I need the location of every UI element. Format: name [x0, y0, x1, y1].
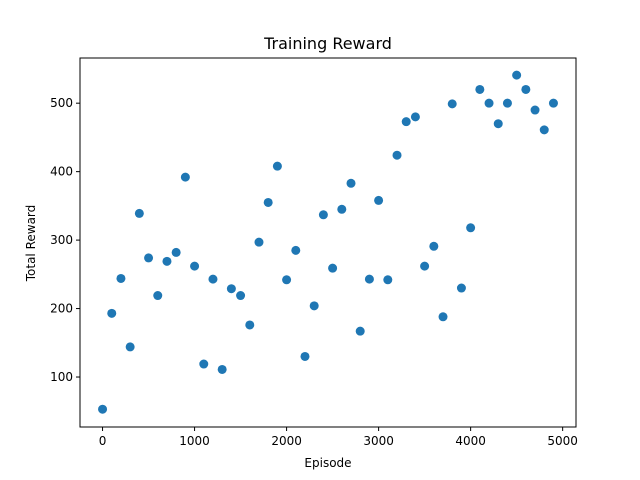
y-tick-label: 500 — [50, 96, 73, 110]
data-point — [272, 161, 282, 171]
x-tick-label: 4000 — [455, 434, 486, 448]
data-point — [171, 247, 181, 257]
data-point — [456, 283, 466, 293]
data-point — [438, 312, 448, 322]
data-point — [236, 291, 246, 301]
data-point — [346, 178, 356, 188]
data-point — [539, 125, 549, 135]
data-point — [429, 241, 439, 251]
data-point — [420, 261, 430, 271]
data-point — [190, 261, 200, 271]
data-point — [410, 112, 420, 122]
x-axis-label: Episode — [304, 456, 351, 470]
data-point — [447, 99, 457, 109]
data-point — [530, 105, 540, 115]
data-point — [282, 275, 292, 285]
data-point — [475, 84, 485, 94]
plot-frame — [79, 57, 577, 428]
data-point — [199, 359, 209, 369]
data-point — [548, 98, 558, 108]
x-tick-label: 3000 — [363, 434, 394, 448]
data-point — [401, 117, 411, 127]
y-tick-label: 100 — [50, 370, 73, 384]
data-point — [291, 245, 301, 255]
y-tick-label: 400 — [50, 165, 73, 179]
data-point — [217, 364, 227, 374]
data-point — [493, 119, 503, 129]
data-point — [144, 253, 154, 263]
x-tick-label: 2000 — [271, 434, 302, 448]
y-tick-label: 200 — [50, 302, 73, 316]
x-tick-label: 5000 — [547, 434, 578, 448]
data-point — [300, 351, 310, 361]
data-point — [254, 237, 264, 247]
data-point — [180, 172, 190, 182]
data-point — [162, 256, 172, 266]
data-point — [208, 274, 218, 284]
data-point — [153, 291, 163, 301]
data-point — [337, 204, 347, 214]
data-point — [125, 342, 135, 352]
x-tick-label: 0 — [99, 434, 107, 448]
data-point — [521, 84, 531, 94]
data-point — [107, 308, 117, 318]
data-point — [116, 273, 126, 283]
data-point — [309, 301, 319, 311]
data-point — [392, 150, 402, 160]
data-point — [263, 197, 273, 207]
y-axis: 100 200 300 400 500 — [50, 96, 80, 384]
y-axis-label: Total Reward — [24, 205, 38, 283]
points-layer — [98, 70, 558, 414]
data-point — [318, 210, 328, 220]
data-point — [245, 320, 255, 330]
y-tick-label: 300 — [50, 233, 73, 247]
data-point — [226, 284, 236, 294]
data-point — [374, 195, 384, 205]
data-point — [355, 326, 365, 336]
data-point — [134, 208, 144, 218]
data-point — [502, 98, 512, 108]
data-point — [512, 70, 522, 80]
data-point — [98, 404, 108, 414]
data-point — [328, 263, 338, 273]
x-axis: 0 1000 2000 3000 4000 5000 — [99, 427, 578, 448]
chart-title: Training Reward — [263, 34, 392, 53]
data-point — [466, 223, 476, 233]
data-point — [484, 98, 494, 108]
x-tick-label: 1000 — [179, 434, 210, 448]
data-point — [364, 274, 374, 284]
data-point — [383, 275, 393, 285]
